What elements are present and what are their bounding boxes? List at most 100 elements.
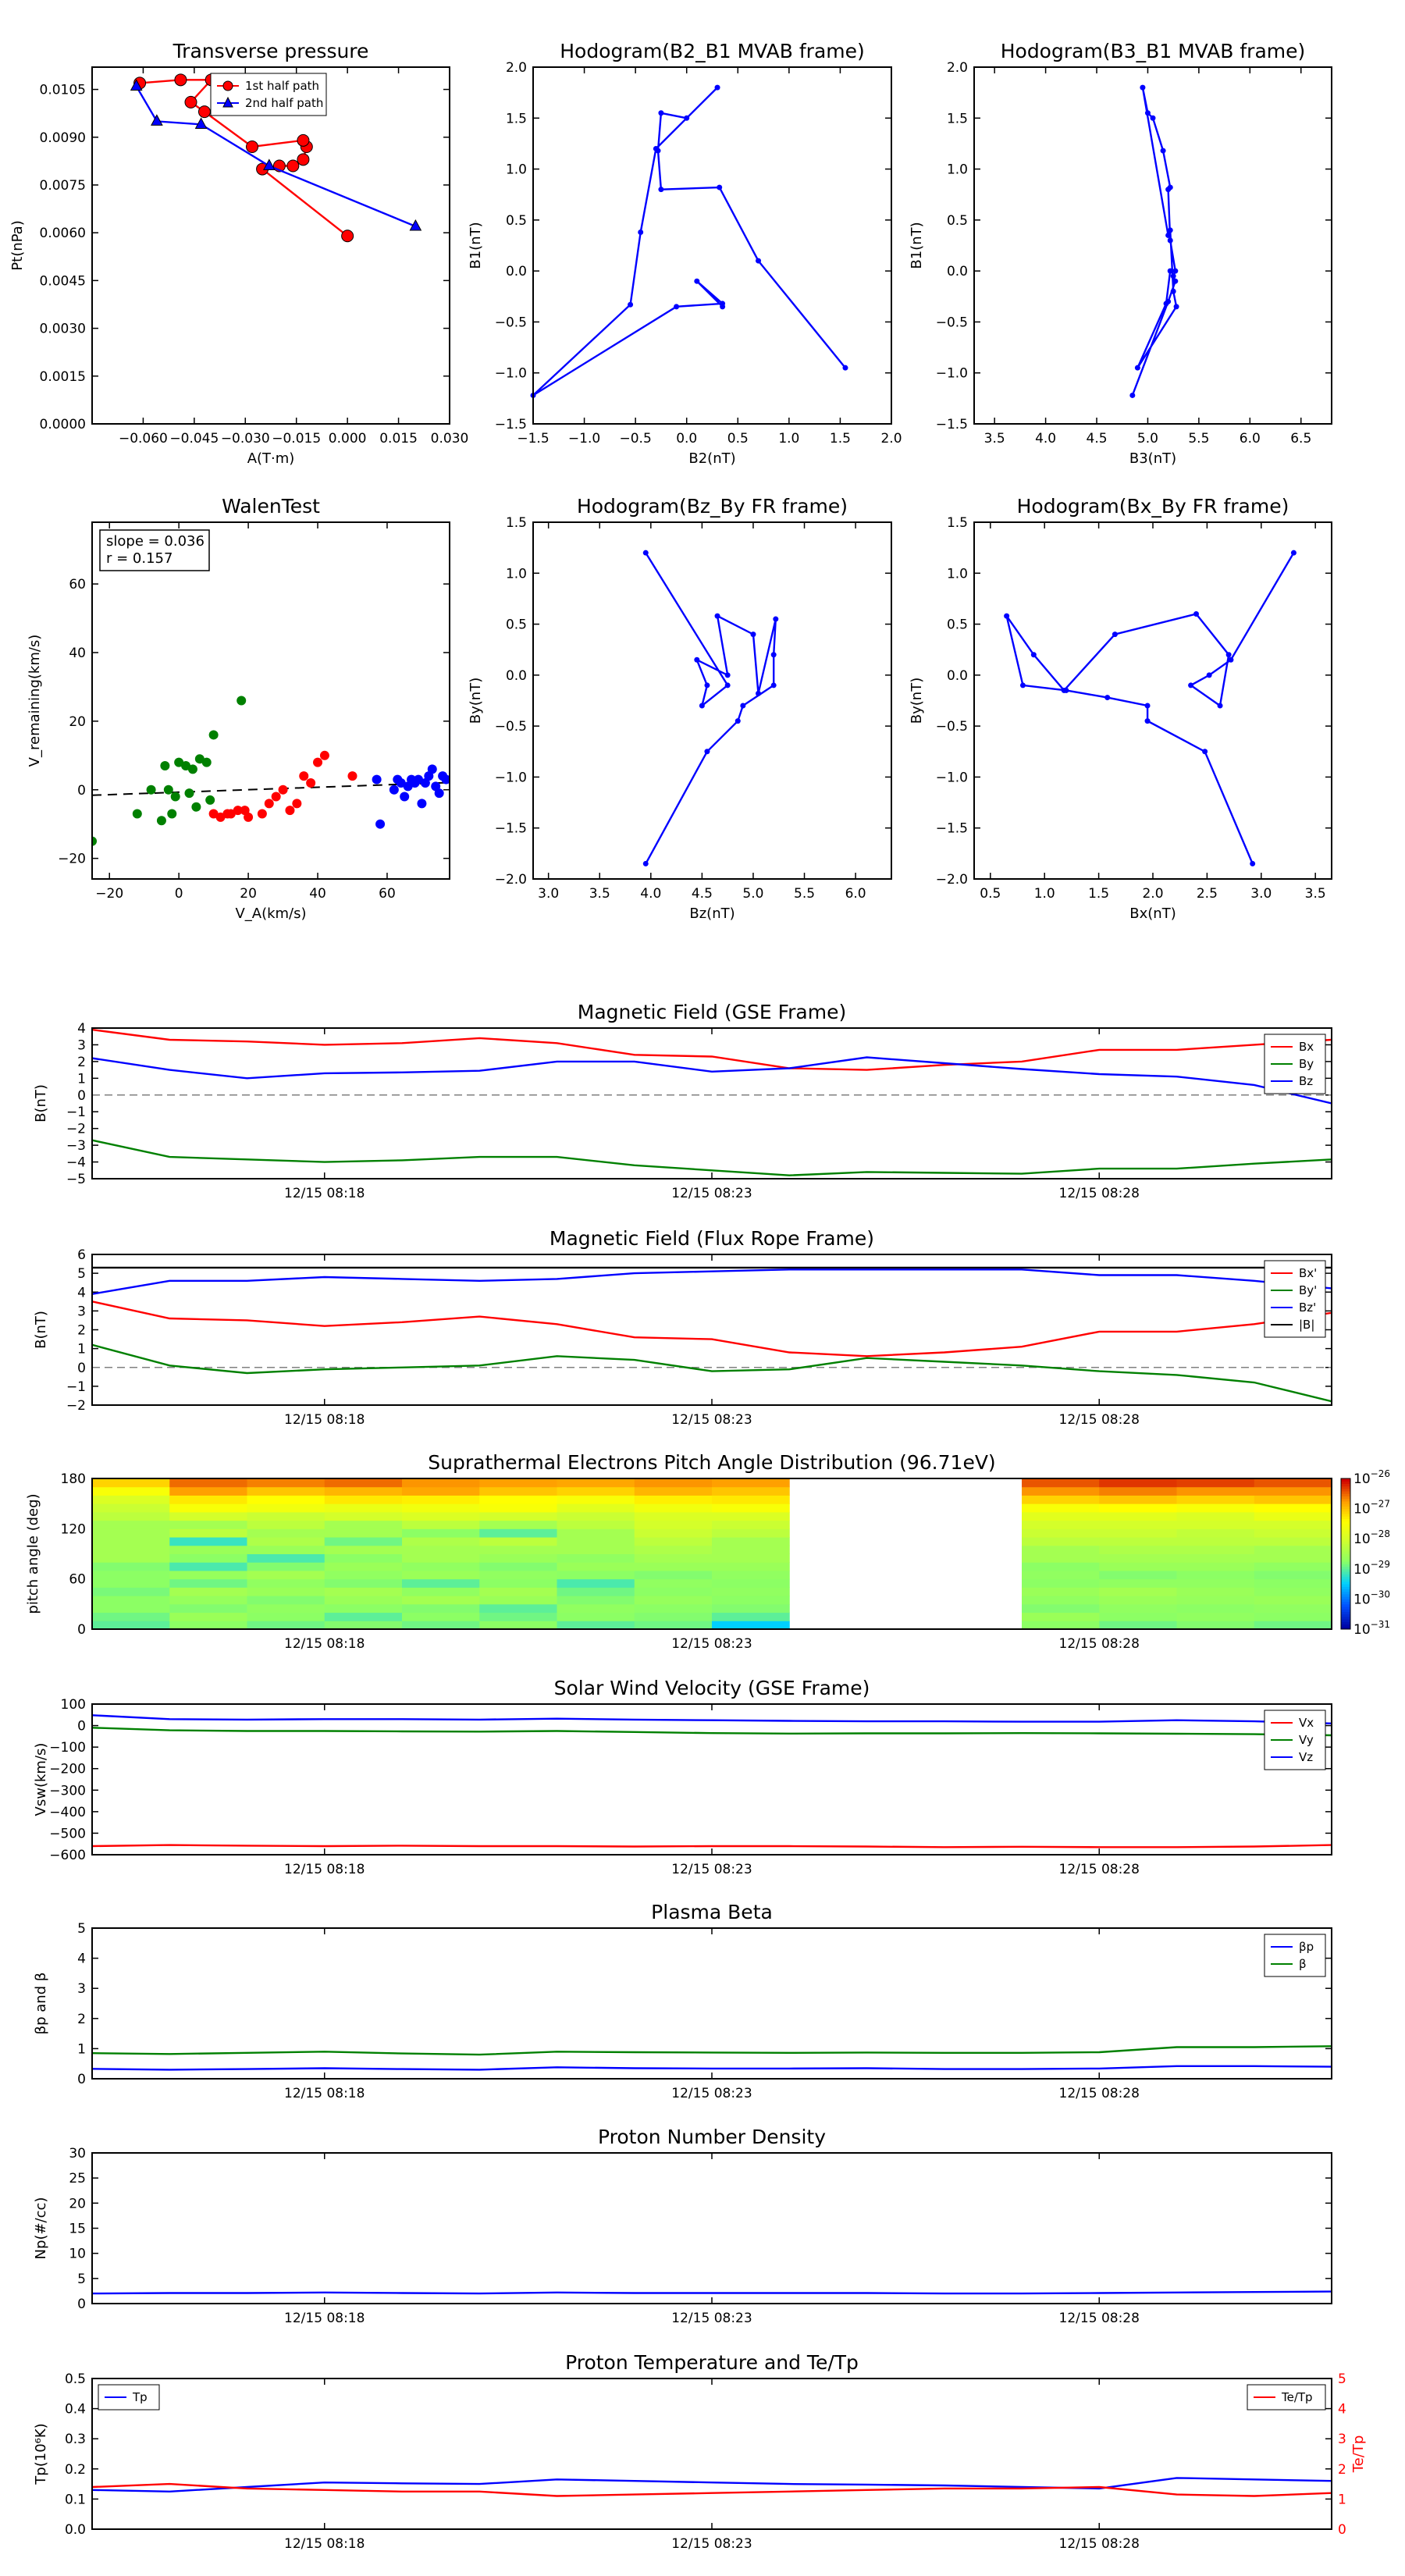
heatmap-cell	[402, 1478, 480, 1488]
heatmap-cell	[92, 1486, 170, 1496]
y-tick-label: −2	[66, 1122, 86, 1137]
heatmap-cell	[169, 1528, 247, 1538]
series-line-βp	[92, 2065, 1332, 2071]
chart-h1: Hodogram(B2_B1 MVAB frame) −1.5 −1.0 −0.5 0.…	[468, 40, 902, 467]
heatmap-cell	[92, 1612, 170, 1621]
data-point	[714, 84, 720, 91]
plot-frame	[91, 1478, 1332, 1630]
y-tick-label: 1.5	[947, 515, 968, 531]
heatmap-cell	[479, 1621, 557, 1630]
y-tick-label: 0.0075	[40, 178, 86, 194]
y-tick-label: 0.3	[65, 2432, 86, 2447]
heatmap-cell	[92, 1545, 170, 1554]
heatmap-cell	[324, 1603, 403, 1614]
legend-label: Bx	[1299, 1040, 1314, 1054]
heatmap-cell	[92, 1478, 170, 1488]
plot-frame	[532, 521, 892, 880]
colorbar-strip	[1341, 1491, 1350, 1494]
data-point	[1167, 268, 1173, 274]
heatmap-cell	[1176, 1578, 1255, 1588]
data-point	[341, 229, 354, 243]
heatmap-cell	[479, 1603, 557, 1614]
heatmap-cell	[1254, 1562, 1332, 1571]
scatter-point	[184, 788, 194, 799]
x-tick-label: 12/15 08:28	[1059, 1862, 1140, 1877]
heatmap-cell	[402, 1537, 480, 1546]
y-tick-label: −3	[66, 1138, 86, 1154]
heatmap-cell	[1022, 1603, 1100, 1614]
y-tick-label: 0.5	[506, 617, 527, 633]
heatmap-cell	[712, 1486, 790, 1496]
data-point	[1104, 695, 1111, 701]
heatmap-cell	[92, 1495, 170, 1504]
y-axis-label: Pt(nPa)	[9, 220, 26, 270]
legend-label: |B|	[1299, 1318, 1314, 1332]
heatmap-cell	[712, 1528, 790, 1538]
y-axis-label: B1(nT)	[468, 222, 484, 269]
x-tick-label: 1.5	[830, 431, 851, 447]
heatmap-cell	[479, 1562, 557, 1571]
colorbar-strip	[1341, 1601, 1350, 1605]
data-point	[297, 153, 310, 166]
y-tick-label: 2.0	[506, 60, 527, 76]
scatter-point	[156, 816, 166, 826]
heatmap-cell	[1022, 1528, 1100, 1538]
heatmap-cell	[634, 1553, 713, 1563]
y-tick-label: −1.0	[495, 366, 527, 382]
colorbar-strip	[1341, 1503, 1350, 1507]
scatter-point	[396, 777, 406, 788]
heatmap-cell	[1176, 1596, 1255, 1605]
y-tick-label: 120	[61, 1521, 86, 1537]
x-tick-label: 4.5	[1087, 431, 1108, 447]
heatmap-cell	[402, 1528, 480, 1538]
heatmap-cell	[247, 1612, 325, 1621]
y-tick-label: −300	[49, 1783, 86, 1799]
scatter-point	[278, 785, 288, 795]
colorbar-strip	[1341, 1498, 1350, 1502]
heatmap-cell	[557, 1562, 635, 1571]
data-point	[1134, 365, 1140, 371]
data-point	[717, 184, 723, 190]
x-tick-label: 12/15 08:18	[284, 1862, 365, 1877]
scatter-point	[208, 809, 219, 819]
plot-frame	[91, 1703, 1332, 1856]
heatmap-cell	[634, 1603, 713, 1614]
data-point	[699, 703, 705, 709]
x-tick-label: 2.0	[1142, 886, 1163, 902]
y-tick-label: 0	[77, 1088, 86, 1104]
heatmap-cell	[324, 1486, 403, 1496]
colorbar-strip	[1341, 1553, 1350, 1557]
heatmap-cell	[712, 1553, 790, 1563]
scatter-point	[257, 809, 267, 819]
heatmap-cell	[247, 1570, 325, 1580]
scatter-point	[215, 812, 226, 822]
x-tick-label: 0.5	[727, 431, 749, 447]
y-tick-label: 4	[77, 1952, 86, 1967]
x-tick-label: 3.5	[1305, 886, 1326, 902]
heatmap-cell	[324, 1578, 403, 1588]
y-tick-label: 20	[69, 2196, 86, 2211]
scatter-point	[163, 785, 173, 795]
colorbar-strip	[1341, 1611, 1350, 1615]
scatter-point	[194, 754, 205, 764]
scatter-point	[347, 771, 357, 781]
heatmap-cell	[479, 1553, 557, 1563]
heatmap-cell	[634, 1596, 713, 1605]
colorbar-strip	[1341, 1521, 1350, 1525]
heatmap-cell	[1176, 1562, 1255, 1571]
chart-title: Magnetic Field (Flux Rope Frame)	[550, 1227, 874, 1250]
colorbar-strip	[1341, 1571, 1350, 1574]
data-point	[1225, 652, 1232, 658]
data-point	[658, 187, 664, 193]
heatmap-cell	[169, 1486, 247, 1496]
data-point	[750, 632, 756, 638]
heatmap-cell	[1022, 1503, 1100, 1513]
x-tick-label: 20	[240, 886, 257, 902]
heatmap-cell	[92, 1621, 170, 1630]
y-tick-label: 25	[69, 2171, 86, 2186]
heatmap-cell	[1254, 1578, 1332, 1588]
heatmap-cell	[1022, 1520, 1100, 1529]
data-point	[151, 114, 163, 126]
data-point	[704, 682, 710, 688]
